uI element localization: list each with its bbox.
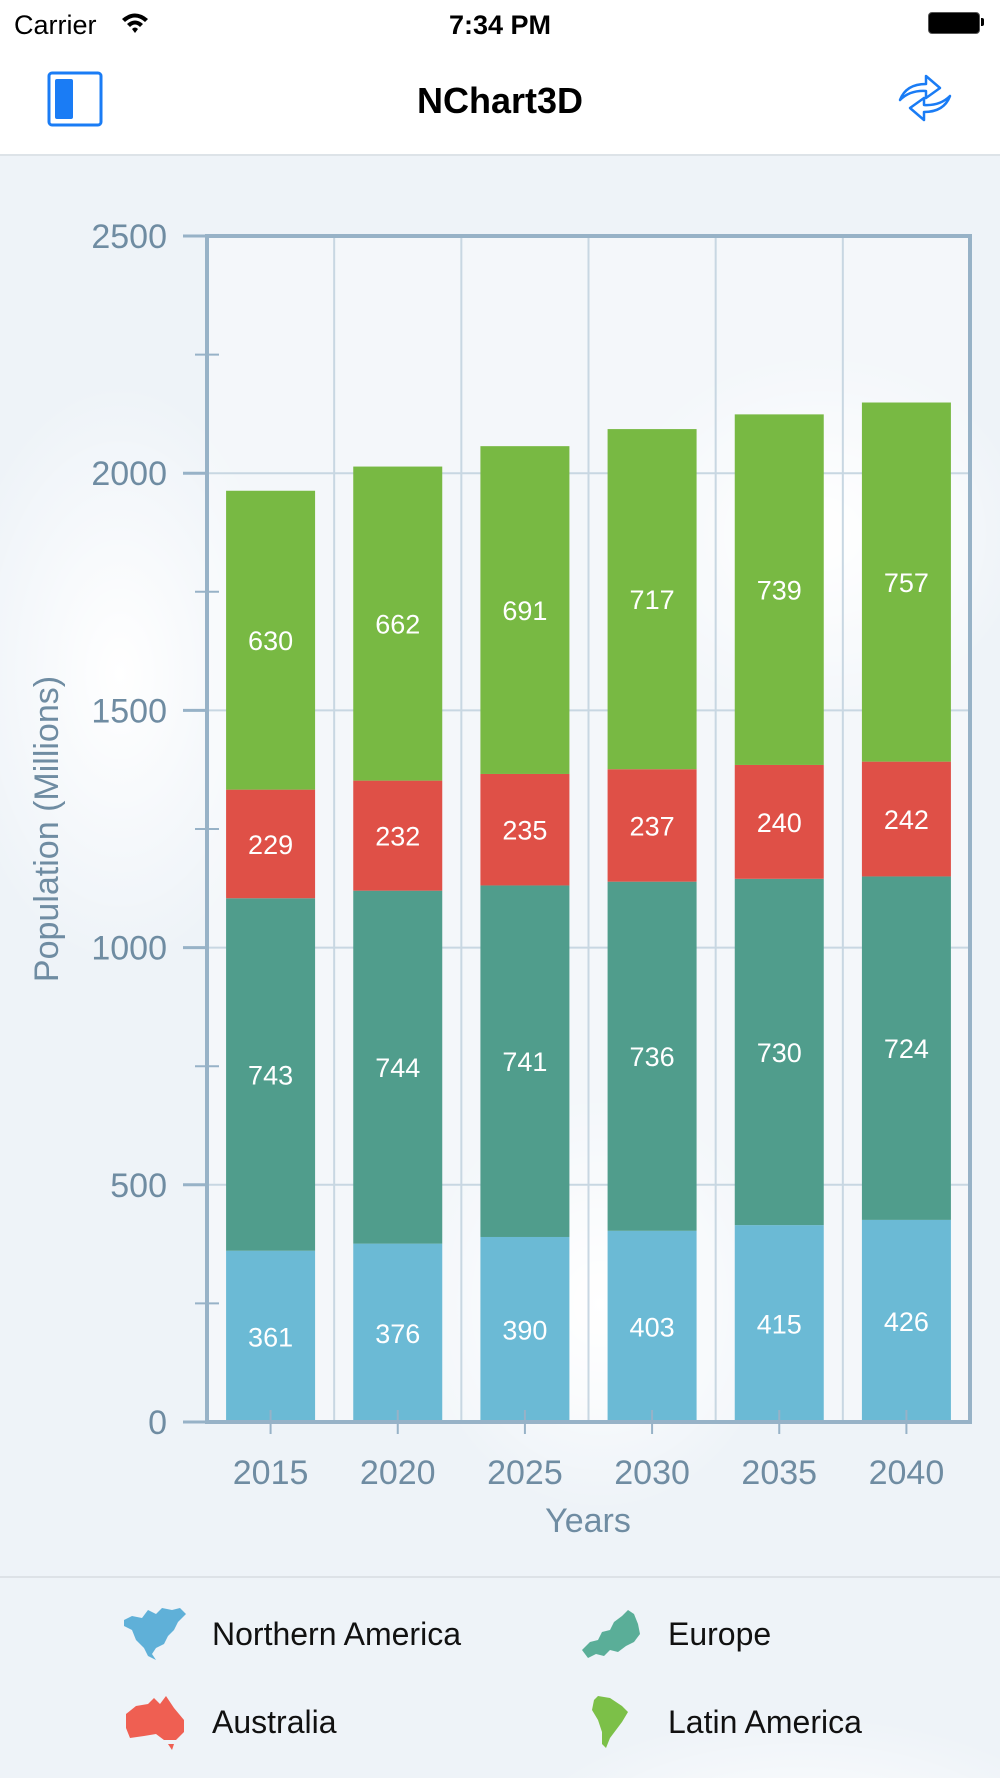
data-label: 403 xyxy=(630,1312,675,1342)
data-label: 741 xyxy=(502,1047,547,1077)
data-label: 426 xyxy=(884,1307,929,1337)
chart-legend: Northern America Europe Australia Latin … xyxy=(0,1578,1000,1778)
y-tick-label: 0 xyxy=(148,1404,167,1442)
bar-segment-northern-america-2035 xyxy=(734,1225,824,1422)
bar-segment-europe-2040 xyxy=(861,876,951,1220)
navigation-bar: NChart3D xyxy=(0,48,1000,156)
data-label: 757 xyxy=(884,568,929,598)
page-title: NChart3D xyxy=(416,80,584,121)
bar-segment-australia-2020 xyxy=(353,780,443,891)
x-tick-label: 2030 xyxy=(614,1454,690,1492)
bar-segment-latin-america-2035 xyxy=(734,414,824,765)
bars xyxy=(226,402,951,1422)
data-label: 691 xyxy=(502,596,547,626)
bar-segment-australia-2035 xyxy=(734,764,824,879)
y-tick-label: 1000 xyxy=(91,930,167,968)
europe-icon xyxy=(582,1610,640,1658)
legend-label: Europe xyxy=(668,1615,772,1652)
south-america-icon xyxy=(592,1696,628,1748)
x-axis-title: Years xyxy=(545,1502,631,1540)
legend-label: Northern America xyxy=(212,1615,461,1652)
refresh-button[interactable] xyxy=(896,70,954,128)
plot-frame xyxy=(205,234,972,1424)
bar-segment-northern-america-2025 xyxy=(480,1236,570,1422)
y-axis-title: Population (Millions) xyxy=(28,676,66,982)
bar-segment-latin-america-2015 xyxy=(226,490,316,790)
data-label: 743 xyxy=(248,1061,293,1091)
clock-time: 7:34 PM xyxy=(448,10,552,40)
bar-segment-europe-2035 xyxy=(734,878,824,1226)
data-label: 630 xyxy=(248,626,293,656)
data-label: 730 xyxy=(757,1038,802,1068)
bar-segment-australia-2040 xyxy=(861,761,951,877)
legend-item-australia[interactable]: Australia xyxy=(122,1692,337,1752)
bar-segment-australia-2015 xyxy=(226,789,316,899)
legend-item-europe[interactable]: Europe xyxy=(578,1604,771,1664)
sidebar-toggle-icon xyxy=(47,71,103,127)
data-label: 724 xyxy=(884,1034,929,1064)
data-label: 229 xyxy=(248,830,293,860)
y-tick-label: 500 xyxy=(110,1167,167,1205)
refresh-icon xyxy=(898,74,952,122)
data-label: 415 xyxy=(757,1310,802,1340)
status-bar: Carrier 7:34 PM xyxy=(0,0,1000,48)
stacked-bar-chart: 0 500 1000 1500 2000 2500 2015 2020 2025 2030 2035… xyxy=(28,218,972,1540)
x-tick-label: 2035 xyxy=(741,1454,817,1492)
wifi-icon xyxy=(120,10,150,41)
bar-segment-latin-america-2040 xyxy=(861,402,951,762)
axes: 0 500 1000 1500 2000 2500 2015 2020 2025 2030 2035… xyxy=(91,218,972,1492)
legend-item-latin-america[interactable]: Latin America xyxy=(578,1692,862,1752)
y-tick-label: 2500 xyxy=(91,218,167,256)
legend-divider xyxy=(0,1576,1000,1578)
data-label: 235 xyxy=(502,816,547,846)
x-tick-label: 2015 xyxy=(233,1454,309,1492)
australia-icon xyxy=(126,1696,184,1750)
y-tick-label: 2000 xyxy=(91,455,167,493)
y-tick-label: 1500 xyxy=(91,692,167,730)
data-label: 717 xyxy=(630,585,675,615)
x-tick-label: 2040 xyxy=(869,1454,945,1492)
legend-label: Australia xyxy=(212,1703,337,1740)
bar-segment-europe-2025 xyxy=(480,885,570,1237)
data-labels: 361 743 229 630 376 744 232 662 390 741 235 691 403 7… xyxy=(248,568,929,1352)
bar-segment-northern-america-2030 xyxy=(607,1230,697,1422)
north-america-icon xyxy=(124,1608,186,1660)
data-label: 242 xyxy=(884,805,929,835)
bar-segment-northern-america-2020 xyxy=(353,1243,443,1422)
data-label: 376 xyxy=(375,1319,420,1349)
data-label: 662 xyxy=(375,610,420,640)
data-label: 240 xyxy=(757,808,802,838)
data-label: 232 xyxy=(375,822,420,852)
data-label: 237 xyxy=(630,811,675,841)
battery-tip xyxy=(981,18,984,26)
x-tick-label: 2020 xyxy=(360,1454,436,1492)
battery-icon xyxy=(928,12,980,34)
sidebar-toggle-button[interactable] xyxy=(46,70,104,128)
data-label: 361 xyxy=(248,1322,293,1352)
bar-segment-europe-2020 xyxy=(353,890,443,1244)
bar-segment-latin-america-2020 xyxy=(353,466,443,781)
bar-segment-northern-america-2040 xyxy=(861,1219,951,1422)
carrier-label: Carrier xyxy=(14,10,97,40)
data-label: 739 xyxy=(757,576,802,606)
data-label: 390 xyxy=(502,1315,547,1345)
legend-item-northern-america[interactable]: Northern America xyxy=(122,1604,461,1664)
bar-segment-australia-2025 xyxy=(480,773,570,886)
bar-segment-latin-america-2025 xyxy=(480,446,570,774)
legend-label: Latin America xyxy=(668,1703,862,1740)
data-label: 736 xyxy=(630,1042,675,1072)
bar-segment-northern-america-2015 xyxy=(226,1250,316,1422)
data-label: 744 xyxy=(375,1053,420,1083)
bar-segment-europe-2030 xyxy=(607,881,697,1231)
x-tick-label: 2025 xyxy=(487,1454,563,1492)
bar-segment-europe-2015 xyxy=(226,898,316,1251)
grid-lines xyxy=(207,236,970,1422)
bar-segment-australia-2030 xyxy=(607,769,697,882)
bar-segment-latin-america-2030 xyxy=(607,429,697,770)
